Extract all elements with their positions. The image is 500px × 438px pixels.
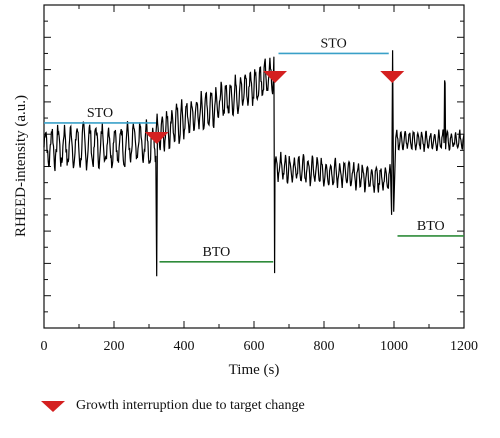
x-tick-label: 800 — [314, 339, 335, 354]
interruption-marker — [263, 71, 287, 83]
legend: Growth interruption due to target change — [40, 398, 305, 414]
interruption-markers — [144, 71, 405, 144]
x-axis-title: Time (s) — [229, 362, 280, 378]
x-tick-label: 0 — [41, 339, 48, 354]
x-tick-labels: 0 200 400 600 800 1000 1200 — [41, 339, 479, 354]
layer-annotations: STO BTO STO BTO — [44, 36, 464, 263]
axis-ticks — [43, 4, 465, 329]
x-tick-label: 1000 — [380, 339, 408, 354]
x-tick-label: 1200 — [450, 339, 478, 354]
layer-label: BTO — [417, 219, 445, 234]
layer-label: BTO — [203, 245, 231, 260]
x-tick-label: 400 — [174, 339, 195, 354]
legend-label: Growth interruption due to target change — [76, 398, 305, 413]
x-tick-label: 600 — [244, 339, 265, 354]
plot-frame — [43, 4, 465, 329]
layer-label: STO — [87, 106, 113, 121]
x-tick-label: 200 — [104, 339, 125, 354]
rheed-intensity-line — [43, 50, 465, 277]
layer-label: STO — [321, 36, 347, 51]
legend-marker-icon — [41, 401, 65, 412]
y-axis-title: RHEED-intensity (a.u.) — [13, 95, 29, 237]
interruption-marker — [380, 71, 405, 83]
interruption-marker — [144, 132, 169, 144]
